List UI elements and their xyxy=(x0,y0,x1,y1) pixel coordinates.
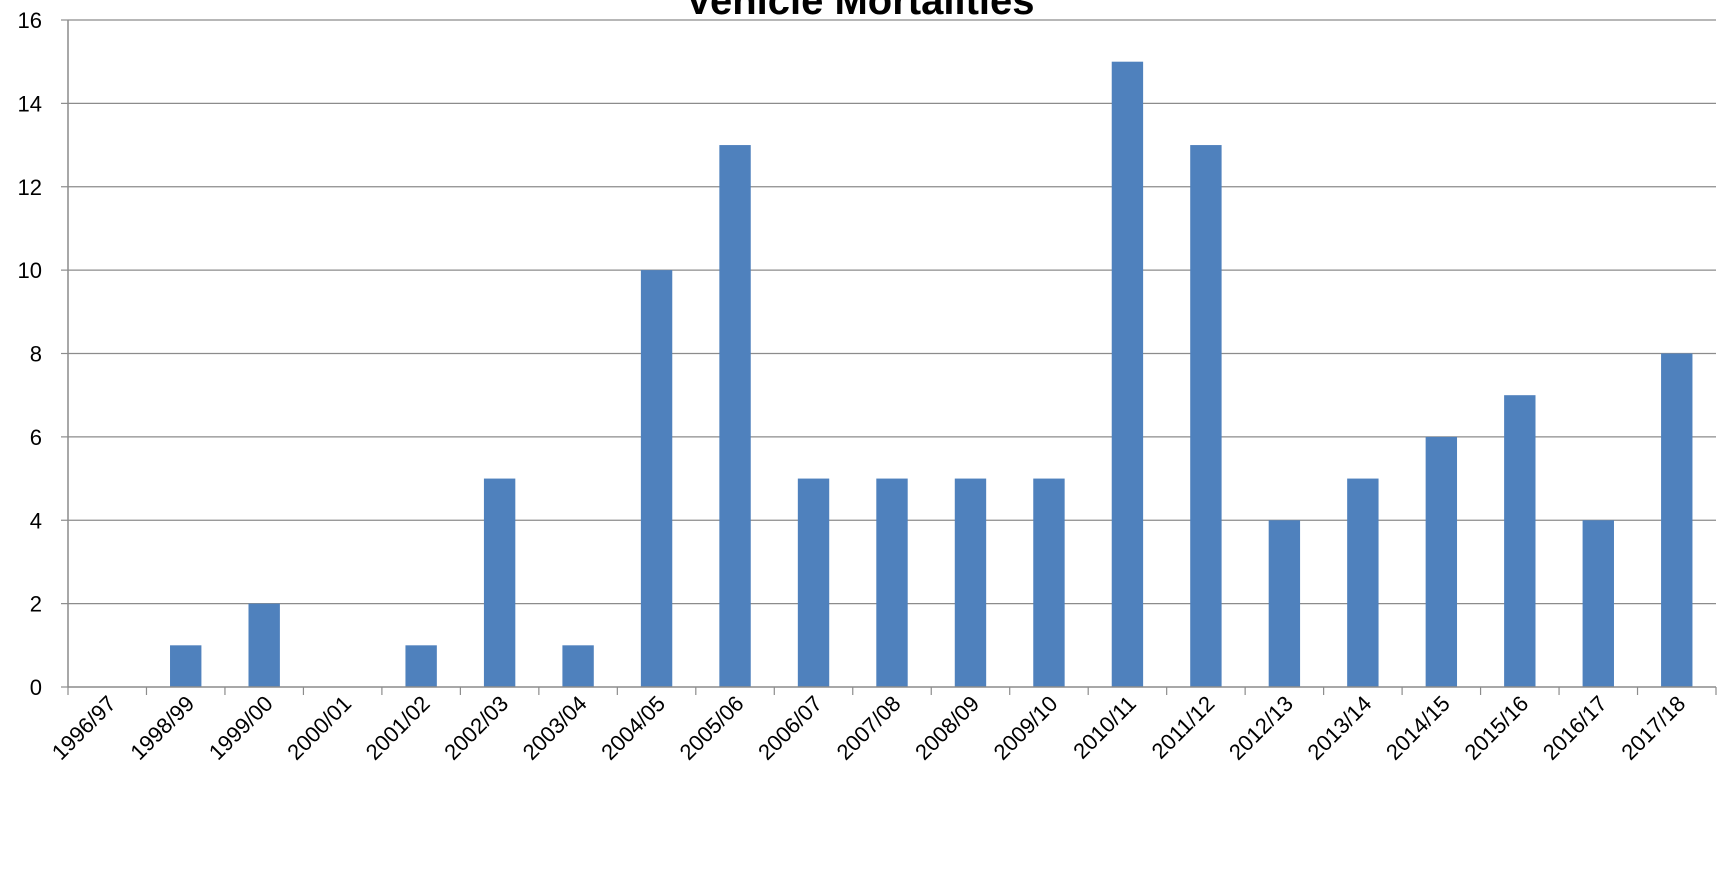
x-tick-label: 2007/08 xyxy=(832,691,906,765)
y-tick-label: 0 xyxy=(30,675,42,700)
x-tick-label: 2016/17 xyxy=(1538,691,1612,765)
x-tick-label: 1998/99 xyxy=(125,691,199,765)
x-tick-label: 2001/02 xyxy=(361,691,435,765)
x-tick-label: 2005/06 xyxy=(675,691,749,765)
x-tick-label: 2012/13 xyxy=(1224,691,1298,765)
x-tick-labels: 1996/97 1998/99 1999/00 2000/01 2001/02 2002/… xyxy=(47,691,1690,765)
bar-2002/03 xyxy=(483,478,516,687)
x-tick-label: 2000/01 xyxy=(282,691,356,765)
bar-2015/16 xyxy=(1504,395,1536,687)
axes xyxy=(61,19,1717,695)
bar-2012/13 xyxy=(1268,520,1301,687)
bar-2014/15 xyxy=(1425,436,1458,687)
y-tick-label: 16 xyxy=(18,8,42,33)
y-tick-label: 2 xyxy=(30,592,42,617)
x-tick-label: 2013/14 xyxy=(1302,691,1376,765)
y-tick-label: 10 xyxy=(18,258,42,283)
x-tick-label: 2010/11 xyxy=(1068,691,1141,764)
bar-2006/07 xyxy=(797,478,830,687)
x-tick-label: 2014/15 xyxy=(1381,691,1455,765)
x-tick-label: 2006/07 xyxy=(753,691,827,765)
y-tick-label: 12 xyxy=(18,175,42,200)
x-tick-label: 2004/05 xyxy=(596,691,670,765)
bar-2016/17 xyxy=(1582,520,1614,687)
x-tick-label: 1999/00 xyxy=(204,691,278,765)
bar-2008/09 xyxy=(954,478,987,687)
bar-2009/10 xyxy=(1033,478,1065,687)
x-tick-label: 2017/18 xyxy=(1616,691,1690,765)
bar-2005/06 xyxy=(719,145,751,687)
y-tick-label: 4 xyxy=(30,508,42,533)
x-tick-label: 2003/04 xyxy=(518,691,592,765)
x-tick-label: 2015/16 xyxy=(1459,691,1533,765)
x-tick-label: 2011/12 xyxy=(1147,691,1220,764)
bar-1999/00 xyxy=(248,603,280,687)
x-tick-label: 2009/10 xyxy=(989,691,1063,765)
x-tick-label: 1996/97 xyxy=(47,691,121,765)
y-tick-label: 8 xyxy=(30,342,42,367)
bar-2003/04 xyxy=(562,645,594,687)
bar-2007/08 xyxy=(876,478,908,687)
chart-title: Vehicle Mortalities xyxy=(685,0,1034,23)
x-tick-label: 2008/09 xyxy=(910,691,984,765)
y-tick-label: 6 xyxy=(30,425,42,450)
y-tick-labels: 0 2 4 6 8 10 12 14 16 xyxy=(18,8,42,700)
bar-2013/14 xyxy=(1347,478,1379,687)
bar-1998/99 xyxy=(170,645,202,687)
bar-2010/11 xyxy=(1111,61,1144,687)
y-tick-label: 14 xyxy=(18,91,42,116)
bar-2001/02 xyxy=(405,645,437,687)
bar-2011/12 xyxy=(1190,145,1222,687)
bar-2017/18 xyxy=(1661,353,1693,687)
bars xyxy=(170,61,1693,687)
bar-2004/05 xyxy=(640,270,673,687)
x-tick-label: 2002/03 xyxy=(439,691,513,765)
